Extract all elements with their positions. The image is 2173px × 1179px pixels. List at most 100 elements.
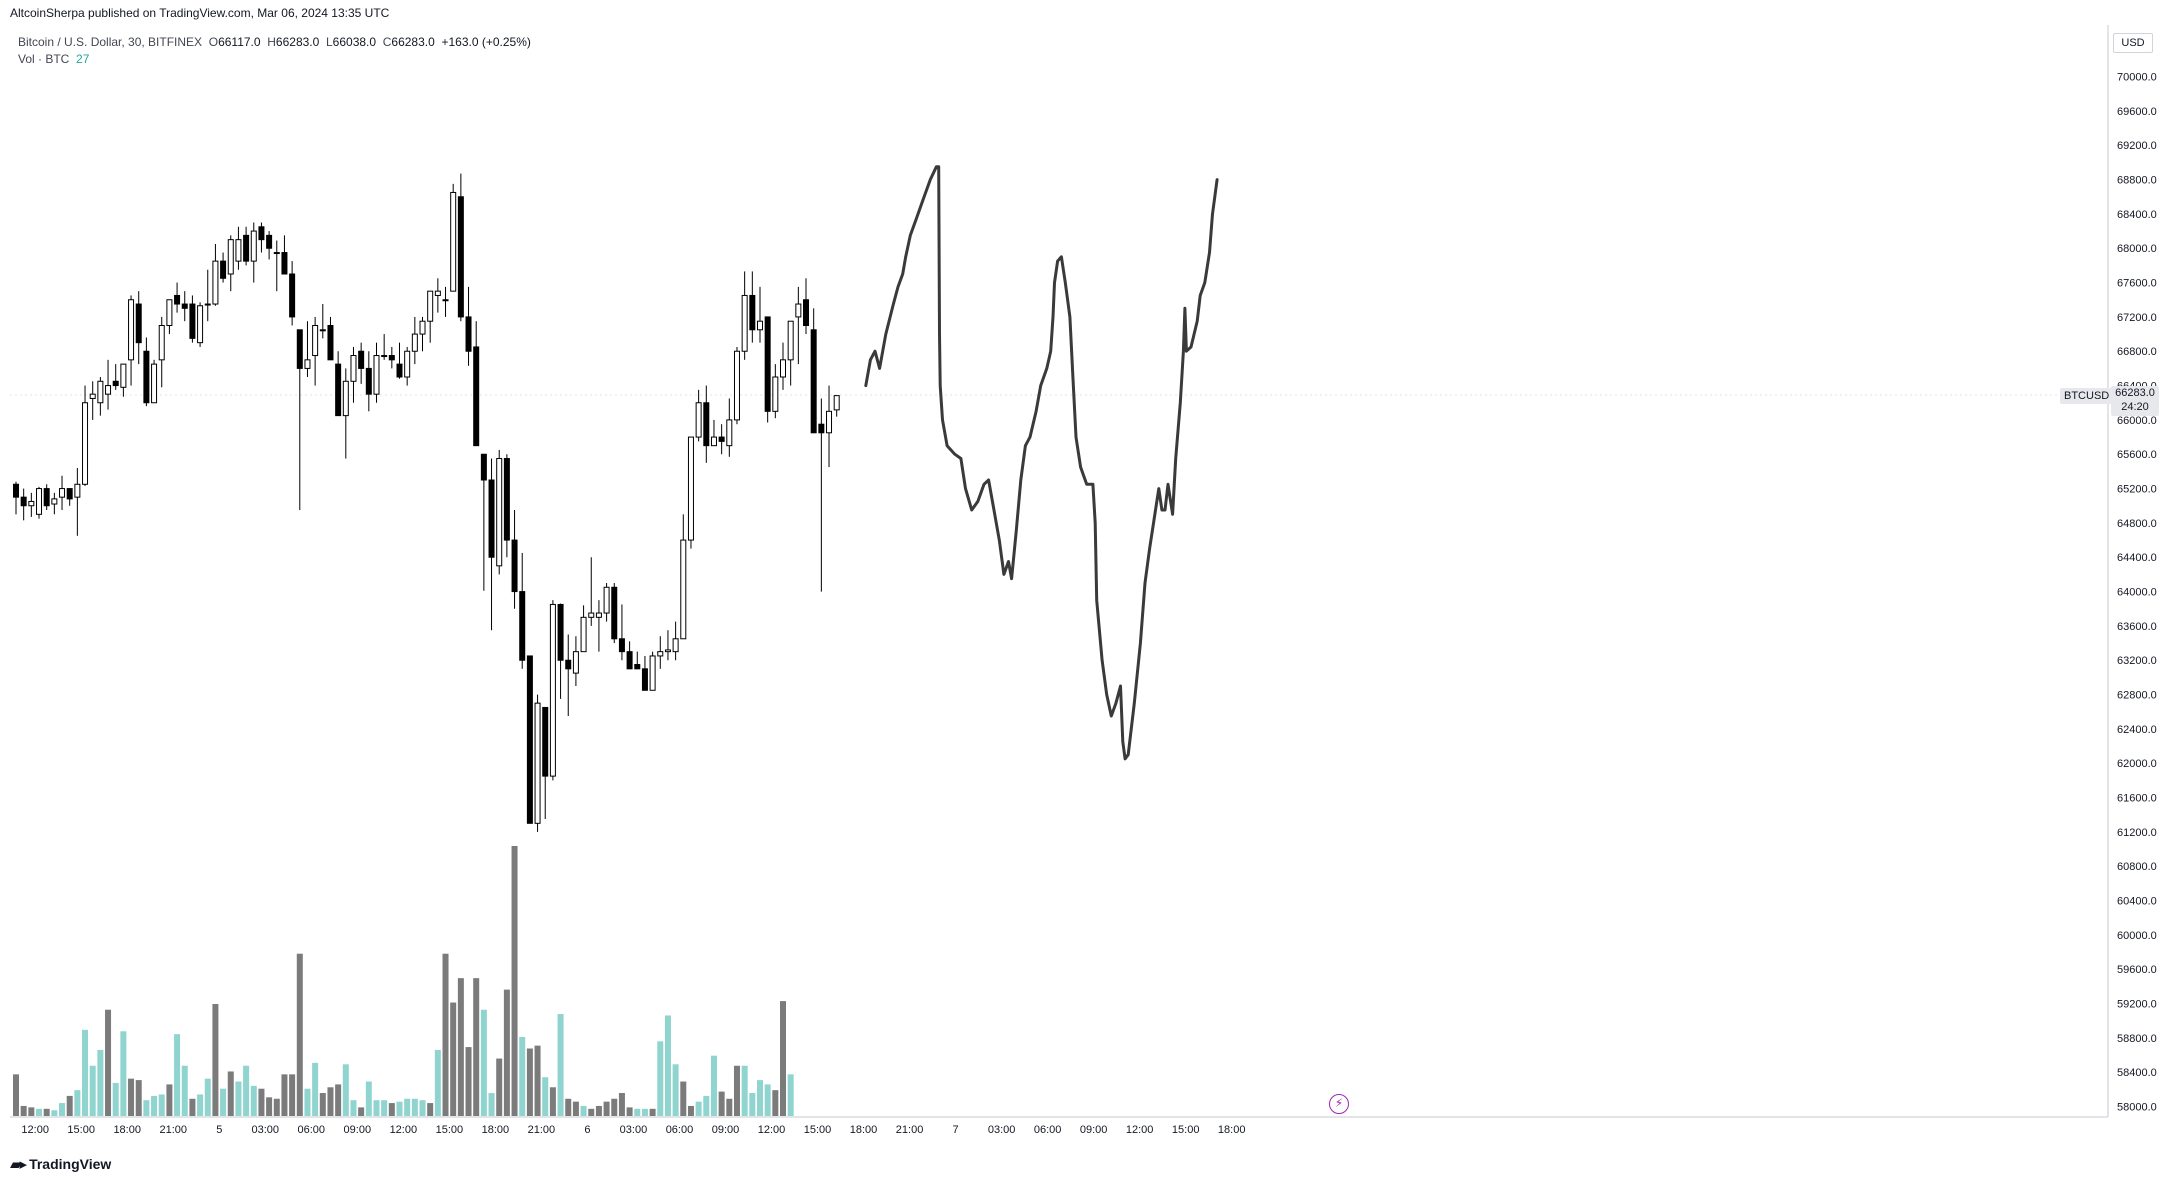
- last-price: 66283.0: [2115, 387, 2155, 399]
- lightning-icon[interactable]: ⚡: [1329, 1094, 1349, 1114]
- candle: [189, 295, 196, 343]
- volume-label[interactable]: Vol · BTC: [18, 52, 70, 66]
- candle-body: [526, 655, 533, 824]
- volume-bar: [166, 1084, 173, 1116]
- currency-button[interactable]: USD: [2113, 33, 2153, 53]
- tradingview-logo[interactable]: ▰▸ TradingView: [10, 1155, 111, 1173]
- candle-body: [128, 299, 135, 361]
- price-axis[interactable]: 58000.0 58400.0 58800.0 59200.0 59600.0 60000…: [2117, 72, 2157, 1114]
- candle-body: [657, 651, 664, 657]
- price-tick-label: 60400.0: [2117, 896, 2157, 908]
- volume-bar: [135, 1080, 142, 1116]
- volume-bar: [542, 1077, 549, 1116]
- candle: [197, 302, 204, 347]
- candle-body: [212, 260, 219, 305]
- low-label: L: [325, 35, 333, 49]
- candle: [112, 364, 119, 390]
- candle-body: [335, 363, 342, 417]
- volume-bar: [733, 1065, 740, 1116]
- projection-drawing: [864, 165, 1219, 761]
- volume-bar: [772, 1090, 779, 1116]
- volume-bar: [741, 1065, 748, 1116]
- price-tick-label: 69200.0: [2117, 140, 2157, 152]
- candle: [741, 271, 748, 360]
- candle: [373, 342, 380, 403]
- candle-body: [166, 299, 173, 326]
- volume-bar: [120, 1031, 127, 1116]
- volume-bar: [465, 1047, 472, 1116]
- candle-body: [511, 539, 518, 593]
- candle: [611, 582, 618, 644]
- price-tick-label: 64400.0: [2117, 552, 2157, 564]
- candle-body: [143, 350, 150, 404]
- volume-bar: [404, 1098, 411, 1116]
- price-tick-label: 67600.0: [2117, 278, 2157, 290]
- candle: [818, 398, 825, 592]
- candle-body: [703, 402, 710, 447]
- candle: [388, 346, 395, 369]
- price-tick-label: 62000.0: [2117, 758, 2157, 770]
- candle: [565, 634, 572, 717]
- volume-bar: [174, 1034, 181, 1116]
- volume-bar: [243, 1065, 250, 1116]
- time-tick-label: 06:00: [1034, 1124, 1062, 1136]
- candle: [411, 316, 418, 365]
- time-tick-label: 21:00: [896, 1124, 924, 1136]
- candle: [74, 467, 81, 536]
- time-tick-label: 12:00: [1126, 1124, 1154, 1136]
- volume-bar: [342, 1064, 349, 1116]
- candle-body: [634, 664, 641, 670]
- volume-bar: [388, 1103, 395, 1116]
- volume-bar: [28, 1107, 35, 1116]
- time-axis[interactable]: 12:00 15:00 18:00 21:00 5 03:00 06:00 09:00 12:0…: [21, 1124, 1245, 1136]
- price-tick-label: 68800.0: [2117, 175, 2157, 187]
- candle-body: [603, 586, 610, 614]
- candle-body: [66, 488, 73, 500]
- candle: [473, 321, 480, 447]
- time-tick-label: 06:00: [298, 1124, 326, 1136]
- volume-bar: [112, 1082, 119, 1116]
- candle: [204, 269, 211, 322]
- volume-bar: [787, 1074, 794, 1116]
- volume-bar: [227, 1071, 234, 1116]
- volume-bar: [434, 1049, 441, 1116]
- candle: [733, 346, 740, 425]
- candle: [20, 488, 27, 521]
- candle-body: [442, 299, 449, 302]
- time-tick-label: 15:00: [67, 1124, 95, 1136]
- volume-bar: [43, 1108, 50, 1116]
- candle-body: [20, 496, 27, 507]
- volume-bar: [611, 1098, 618, 1116]
- price-tick-label: 67200.0: [2117, 312, 2157, 324]
- candle: [526, 655, 533, 824]
- candle: [557, 603, 564, 699]
- volume-bar: [281, 1074, 288, 1116]
- candle: [97, 376, 104, 416]
- candle: [795, 286, 802, 365]
- candle: [657, 636, 664, 669]
- candle: [227, 235, 234, 292]
- volume-bar: [726, 1098, 733, 1116]
- candle-body: [741, 294, 748, 352]
- volume-bar: [59, 1103, 66, 1116]
- symbol-description[interactable]: Bitcoin / U.S. Dollar, 30, BITFINEX: [18, 35, 203, 49]
- candle-body: [59, 488, 66, 498]
- candle-body: [695, 402, 702, 438]
- candle-body: [618, 638, 625, 653]
- volume-bar: [304, 1088, 311, 1116]
- candle-body: [350, 355, 357, 382]
- candle-body: [795, 303, 802, 318]
- chart-frame: [10, 25, 2109, 1118]
- volume-bar: [618, 1093, 625, 1116]
- price-tick-label: 65600.0: [2117, 449, 2157, 461]
- candle-body: [243, 234, 250, 262]
- candle: [427, 290, 434, 343]
- candle-body: [434, 290, 441, 296]
- ohlc-legend: Bitcoin / U.S. Dollar, 30, BITFINEX O661…: [18, 35, 531, 49]
- volume-bar: [335, 1084, 342, 1116]
- candle: [534, 694, 541, 832]
- candle: [457, 173, 464, 322]
- candle-body: [565, 659, 572, 670]
- volume-bar: [488, 1093, 495, 1116]
